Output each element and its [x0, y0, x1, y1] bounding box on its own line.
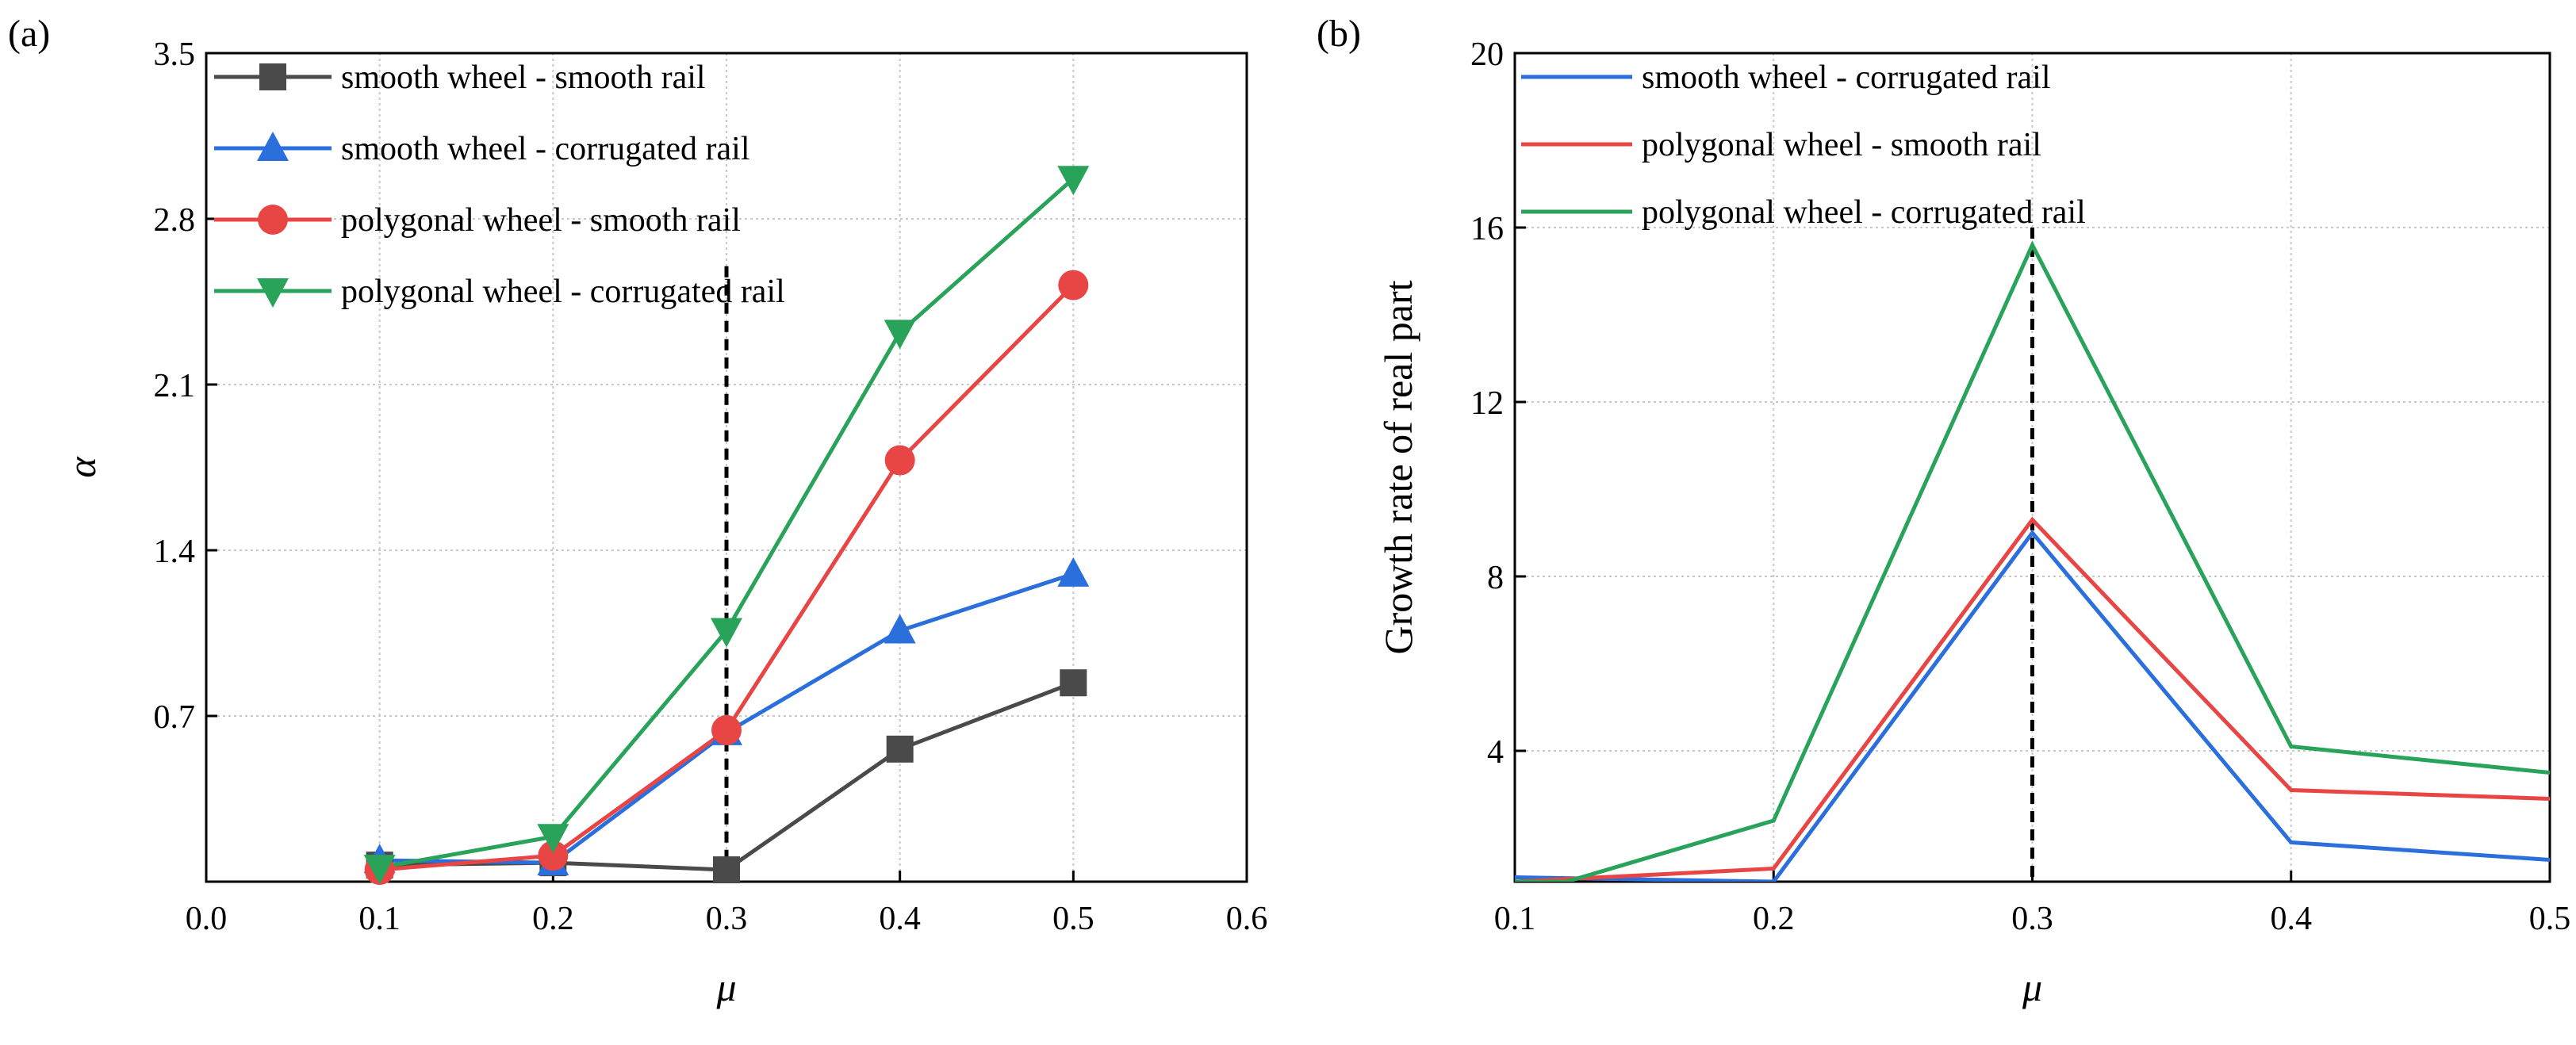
series-line	[1515, 516, 2550, 882]
y-axis-label: α	[59, 456, 104, 478]
legend-marker	[257, 132, 289, 161]
series-point	[711, 714, 742, 745]
series-point	[886, 735, 914, 763]
legend-label: polygonal wheel - smooth rail	[341, 202, 741, 239]
series-point	[1058, 270, 1089, 300]
series-point	[1057, 557, 1090, 587]
chart-panel-a: 0.0 0.1 0.2 0.3 0.4 0.5 0.6 0.7 1.4 2.1 2.8 3.5 μ α (a…	[8, 13, 1267, 1009]
panel-label: (b)	[1317, 13, 1361, 55]
y-tick-label: 16	[1470, 211, 1504, 247]
series-line	[1515, 529, 2550, 882]
legend-marker	[259, 63, 286, 90]
series-point	[884, 614, 916, 644]
legend-label: polygonal wheel - corrugated rail	[341, 274, 785, 310]
x-tick-label: 0.1	[358, 901, 401, 937]
legend-marker	[258, 205, 288, 235]
y-axis-label: Growth rate of real part	[1376, 280, 1420, 654]
x-tick-label: 0.3	[2011, 901, 2053, 937]
series-point	[1057, 166, 1090, 196]
y-tick-label: 12	[1470, 385, 1504, 422]
y-tick-label: 3.5	[154, 36, 196, 73]
x-tick-label: 0.3	[706, 901, 748, 937]
y-tick-label: 1.4	[154, 534, 196, 570]
legend-marker	[257, 278, 289, 308]
series-point	[713, 856, 740, 884]
x-tick-label: 0.4	[879, 901, 921, 937]
series-line	[1515, 240, 2550, 882]
series-point	[538, 840, 569, 871]
y-tick-label: 2.1	[154, 368, 196, 404]
x-tick-label: 0.4	[2271, 901, 2313, 937]
legend-label: polygonal wheel - smooth rail	[1642, 127, 2041, 163]
y-tick-label: 0.7	[154, 699, 196, 736]
series-point	[537, 824, 569, 854]
legend-label: smooth wheel - smooth rail	[341, 59, 706, 96]
y-tick-label: 4	[1487, 734, 1504, 771]
legend-label: smooth wheel - corrugated rail	[341, 131, 749, 167]
chart-panel-b: 0.1 0.2 0.3 0.4 0.5 4 8 12 16 20 μ Growth rate of r…	[1317, 13, 2570, 1009]
legend-label: smooth wheel - corrugated rail	[1642, 59, 2050, 96]
y-tick-label: 2.8	[154, 202, 196, 239]
x-tick-label: 0.0	[186, 901, 228, 937]
legend-label: polygonal wheel - corrugated rail	[1642, 194, 2086, 231]
series-point	[884, 445, 915, 476]
panel-label: (a)	[8, 13, 50, 55]
series-point	[1060, 669, 1087, 697]
x-tick-label: 0.6	[1226, 901, 1268, 937]
y-tick-label: 20	[1470, 36, 1504, 73]
x-axis-label: μ	[2022, 965, 2042, 1009]
series-point	[884, 320, 916, 350]
x-tick-label: 0.1	[1494, 901, 1536, 937]
x-tick-label: 0.2	[1753, 901, 1795, 937]
series-point	[711, 618, 742, 648]
x-axis-label: μ	[715, 965, 736, 1009]
x-tick-label: 0.5	[2529, 901, 2571, 937]
x-tick-label: 0.5	[1052, 901, 1094, 937]
series-point	[363, 855, 396, 885]
y-tick-label: 8	[1487, 560, 1504, 596]
x-tick-label: 0.2	[532, 901, 574, 937]
